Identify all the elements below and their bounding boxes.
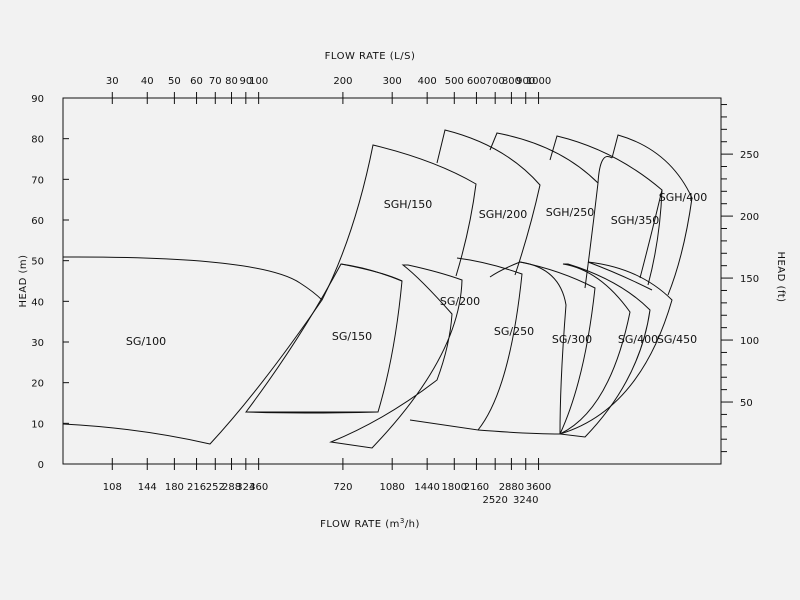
region-label-sgh-200: SGH/200 xyxy=(479,208,527,221)
bottom-tick-label: 1080 xyxy=(379,482,404,493)
bottom-tick-label: 252 xyxy=(206,482,225,493)
top-tick-label: 700 xyxy=(486,76,505,87)
bottom-tick-label: 2520 xyxy=(482,495,507,506)
top-tick-label: 600 xyxy=(467,76,486,87)
right-tick-label: 100 xyxy=(740,336,759,347)
bottom-tick-label: 180 xyxy=(165,482,184,493)
bottom-tick-label: 2880 xyxy=(499,482,524,493)
right-tick-label: 150 xyxy=(740,274,759,285)
left-tick-label: 20 xyxy=(31,379,44,390)
bottom-tick-label: 3600 xyxy=(526,482,551,493)
region-sgh-350-inner xyxy=(597,156,613,184)
region-labels: SG/100 SG/150 SG/200 SG/250 SG/300 SG/400SG/4… xyxy=(126,191,707,348)
bottom-tick-label: 216 xyxy=(187,482,206,493)
right-axis-ticks: 50 100 150 200 250 xyxy=(721,104,759,453)
left-tick-label: 0 xyxy=(38,460,44,471)
top-tick-label: 50 xyxy=(168,76,181,87)
right-tick-label: 200 xyxy=(740,212,759,223)
bottom-tick-label: 1440 xyxy=(414,482,439,493)
top-tick-label: 60 xyxy=(190,76,203,87)
top-tick-label: 70 xyxy=(209,76,222,87)
top-tick-label: 500 xyxy=(445,76,464,87)
bottom-axis-title-tail: /h) xyxy=(405,519,420,530)
bottom-tick-label: 144 xyxy=(138,482,157,493)
region-sg-200 xyxy=(329,264,463,449)
region-label-sgh-250: SGH/250 xyxy=(546,206,594,219)
bottom-tick-label: 2160 xyxy=(464,482,489,493)
left-tick-label: 70 xyxy=(31,175,44,186)
region-sg-150 xyxy=(245,263,403,413)
right-tick-label: 50 xyxy=(740,398,753,409)
bottom-tick-label: 720 xyxy=(333,482,352,493)
region-sg-250 xyxy=(409,257,523,431)
region-sg-100 xyxy=(62,256,323,445)
region-label-sg-100: SG/100 xyxy=(126,335,166,348)
bottom-axis-title-sup: 3 xyxy=(400,517,405,525)
left-tick-label: 60 xyxy=(31,216,44,227)
region-sgh-200 xyxy=(436,129,541,276)
region-label-sg-400: SG/400 xyxy=(618,333,658,346)
region-sg-300 xyxy=(477,261,596,435)
left-tick-label: 90 xyxy=(31,94,44,105)
region-sgh-350 xyxy=(549,135,663,279)
region-label-sgh-350: SGH/350 xyxy=(611,214,659,227)
region-label-sgh-400: SGH/400 xyxy=(659,191,707,204)
region-sg-450 xyxy=(559,261,673,435)
region-sg-150-left xyxy=(245,411,379,414)
bottom-axis-title-main: FLOW RATE (m xyxy=(320,519,400,530)
left-tick-label: 10 xyxy=(31,419,44,430)
region-label-sg-450: SG/450 xyxy=(657,333,697,346)
bottom-tick-label: 360 xyxy=(249,482,268,493)
bottom-tick-label: 288 xyxy=(222,482,241,493)
left-tick-label: 50 xyxy=(31,257,44,268)
region-sg-200-top xyxy=(340,263,403,282)
region-sg-400 xyxy=(558,263,651,438)
top-axis-title: FLOW RATE (L/S) xyxy=(325,51,416,62)
bottom-tick-label: 324 xyxy=(236,482,255,493)
left-tick-label: 30 xyxy=(31,338,44,349)
region-sg-300-inner xyxy=(519,261,567,435)
region-sgh-400 xyxy=(611,134,693,296)
bottom-tick-label: 108 xyxy=(103,482,122,493)
top-tick-label: 80 xyxy=(225,76,238,87)
top-tick-label: 300 xyxy=(383,76,402,87)
region-label-sg-300: SG/300 xyxy=(552,333,592,346)
bottom-axis-title: FLOW RATE (m3/h) xyxy=(320,517,420,530)
top-tick-label: 1000 xyxy=(526,76,551,87)
top-tick-label: 90 xyxy=(239,76,252,87)
right-tick-label: 250 xyxy=(740,150,759,161)
top-tick-label: 900 xyxy=(516,76,535,87)
bottom-tick-label: 3240 xyxy=(513,495,538,506)
left-axis-title: HEAD (m) xyxy=(18,254,29,307)
top-tick-label: 40 xyxy=(141,76,154,87)
region-label-sgh-150: SGH/150 xyxy=(384,198,432,211)
top-tick-label: 800 xyxy=(502,76,521,87)
plot-frame xyxy=(62,97,722,465)
region-label-sg-250: SG/250 xyxy=(494,325,534,338)
top-tick-label: 100 xyxy=(249,76,268,87)
region-sgh-150 xyxy=(321,144,477,301)
top-tick-label: 30 xyxy=(106,76,119,87)
left-tick-label: 40 xyxy=(31,297,44,308)
region-label-sg-150: SG/150 xyxy=(332,330,372,343)
right-axis-title: HEAD (ft) xyxy=(775,251,786,302)
top-tick-label: 200 xyxy=(333,76,352,87)
region-sgh-400-inner xyxy=(647,189,663,286)
left-axis-ticks: 0 10 20 30 40 50 60 70 80 90 xyxy=(31,94,69,471)
region-label-sg-200: SG/200 xyxy=(440,295,480,308)
bottom-tick-label: 1800 xyxy=(442,482,467,493)
top-tick-label: 400 xyxy=(418,76,437,87)
left-tick-label: 80 xyxy=(31,135,44,146)
pump-regions xyxy=(62,129,693,449)
